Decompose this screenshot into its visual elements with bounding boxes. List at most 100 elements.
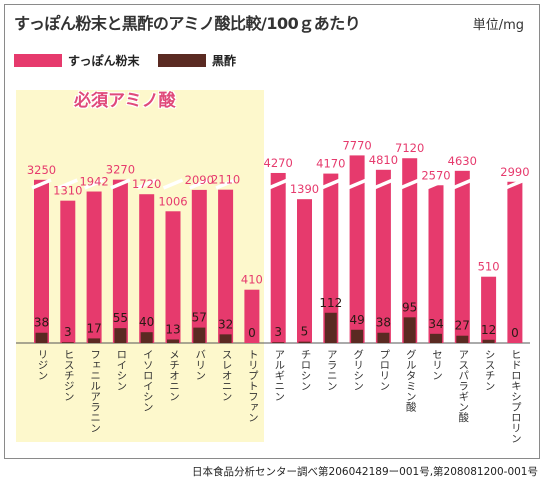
bar-suppon-2 [86,191,102,343]
bar-kurozu-13 [377,332,390,343]
bar-kurozu-12 [351,329,364,343]
category-label-6: バリン [194,349,206,381]
legend-item-kurozu: 黒酢 [158,52,236,69]
bar-kurozu-3 [114,328,127,343]
bar-suppon-9 [270,172,286,343]
category-label-11: アラニン [326,349,338,391]
bar-suppon-18 [507,181,523,343]
label-suppon-15: 2570 [421,168,450,182]
label-suppon-0: 3250 [27,163,56,177]
label-kurozu-3: 55 [113,311,128,325]
bar-kurozu-14 [403,317,416,343]
label-suppon-1: 1310 [53,184,82,198]
label-suppon-16: 4630 [448,154,477,168]
axis-break-11 [320,178,341,190]
bar-suppon-1 [60,200,76,343]
label-kurozu-15: 34 [428,317,443,331]
label-suppon-13: 4810 [369,153,398,167]
axis-break-15 [425,178,447,190]
bar-kurozu-5 [167,339,179,343]
bar-kurozu-9 [272,342,285,343]
axis-break-18 [504,178,526,190]
label-kurozu-2: 17 [86,321,101,335]
category-label-14: グルタミン酸 [405,349,417,413]
category-label-17: シスチン [484,349,496,391]
label-kurozu-17: 12 [481,323,496,337]
label-suppon-7: 2110 [211,173,240,187]
label-suppon-14: 7120 [395,141,424,155]
label-suppon-10: 1390 [290,182,319,196]
category-label-2: フェニルアラニン [89,349,101,433]
category-label-4: イソロイシン [142,349,154,412]
category-label-16: アスパラギン酸 [457,349,469,423]
label-suppon-17: 510 [478,260,500,274]
axis-break-9 [268,178,289,190]
label-kurozu-14: 95 [402,300,417,314]
bar-suppon-15 [428,185,444,343]
bar-suppon-16 [454,170,470,343]
axis-break-4 [136,178,157,190]
axis-break-7 [215,178,236,190]
label-kurozu-10: 5 [301,325,309,339]
axis-break-16 [452,178,473,190]
label-kurozu-11: 112 [319,296,342,310]
label-kurozu-16: 27 [455,319,470,333]
label-kurozu-9: 3 [274,325,282,339]
bar-suppon-13 [375,169,391,343]
axis-break-10 [294,178,315,190]
category-label-0: リジン [37,349,49,381]
footnote: 日本食品分析センター調べ第206042189ー001号,第208081200-0… [192,466,538,478]
label-suppon-8: 410 [241,273,263,287]
legend-swatch-kurozu [158,54,206,67]
axis-break-12 [346,178,368,190]
bar-suppon-17 [481,276,497,343]
label-kurozu-18: 0 [511,326,519,340]
axis-break-5 [162,178,184,190]
label-suppon-9: 4270 [264,156,293,170]
legend-label-kurozu: 黒酢 [212,54,237,68]
bar-suppon-10 [297,199,312,343]
label-kurozu-6: 57 [192,311,207,325]
bar-kurozu-17 [482,339,495,343]
label-kurozu-5: 13 [165,322,180,336]
bar-suppon-11 [323,173,339,343]
bar-suppon-5 [165,211,181,343]
category-label-7: スレオニン [221,349,233,402]
label-suppon-11: 4170 [316,157,345,171]
label-suppon-5: 1006 [158,194,187,208]
bar-kurozu-11 [324,312,337,343]
bar-kurozu-10 [298,341,311,343]
legend-item-suppon: すっぽん粉末 [14,52,140,69]
category-label-13: プロリン [378,349,390,391]
label-kurozu-8: 0 [248,326,256,340]
bar-suppon-0 [34,179,49,343]
category-label-10: チロシン [300,349,312,391]
bar-suppon-8 [244,289,260,343]
bar-kurozu-7 [219,334,232,343]
label-suppon-2: 1942 [79,175,108,189]
label-kurozu-7: 32 [218,317,233,331]
label-kurozu-13: 38 [376,316,391,330]
bar-suppon-3 [112,179,128,343]
bar-kurozu-4 [140,332,153,343]
category-label-18: ヒドロキシプロリン [510,349,522,444]
axis-break-14 [399,178,420,190]
bar-kurozu-15 [430,333,442,343]
category-label-12: グリシン [352,349,364,391]
bar-suppon-4 [139,194,155,343]
label-suppon-3: 3270 [106,163,135,177]
axis-break-1 [57,178,78,190]
unit-label: 単位/mg [472,18,524,33]
label-kurozu-1: 3 [64,325,72,339]
essential-amino-acid-label: 必須アミノ酸 [74,91,176,111]
category-label-15: セリン [431,349,443,381]
bar-kurozu-2 [88,338,101,343]
axis-break-6 [189,178,210,190]
bar-kurozu-1 [61,342,74,343]
bar-suppon-14 [402,158,418,343]
category-label-8: トリプトファン [247,349,259,423]
category-label-9: アルギニン [273,349,285,402]
legend-label-suppon: すっぽん粉末 [68,54,140,68]
axis-break-3 [110,178,131,190]
